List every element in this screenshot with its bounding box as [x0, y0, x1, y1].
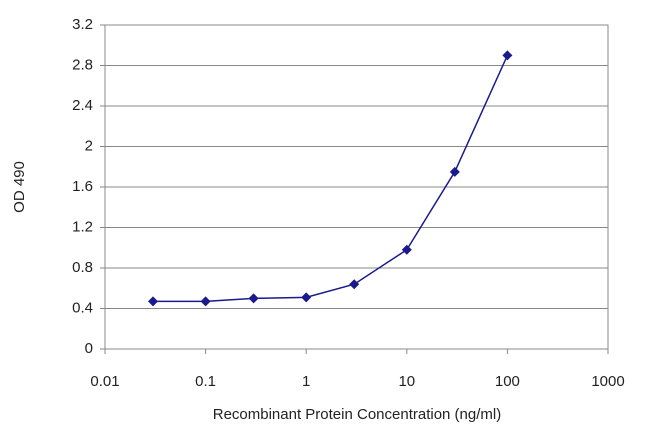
data-line — [152, 55, 509, 303]
x-tick-label: 1 — [302, 373, 310, 390]
x-tick-label: 1000 — [591, 373, 624, 390]
y-tick-label: 2 — [85, 137, 93, 154]
data-point — [401, 244, 412, 255]
data-point — [147, 296, 158, 307]
x-axis-label: Recombinant Protein Concentration (ng/ml… — [213, 406, 501, 423]
data-point — [449, 166, 460, 177]
y-tick-label: 0.4 — [72, 299, 93, 316]
y-tick-label: 1.2 — [72, 218, 93, 235]
data-point — [248, 293, 259, 304]
data-point — [200, 296, 211, 307]
x-tick-label: 10 — [398, 373, 415, 390]
x-tick-label: 0.1 — [195, 373, 216, 390]
data-point — [502, 50, 513, 61]
y-tick-label: 0.8 — [72, 259, 93, 276]
x-tick-label: 100 — [495, 373, 520, 390]
y-tick-label: 0 — [85, 340, 93, 357]
y-tick-label: 3.2 — [72, 16, 93, 33]
y-tick-label: 2.4 — [72, 97, 93, 114]
data-point — [301, 292, 312, 303]
data-point — [349, 279, 360, 290]
y-tick-label: 1.6 — [72, 178, 93, 195]
x-tick-label: 0.01 — [90, 373, 119, 390]
y-tick-label: 2.8 — [72, 56, 93, 73]
y-axis-label: OD 490 — [11, 161, 28, 213]
